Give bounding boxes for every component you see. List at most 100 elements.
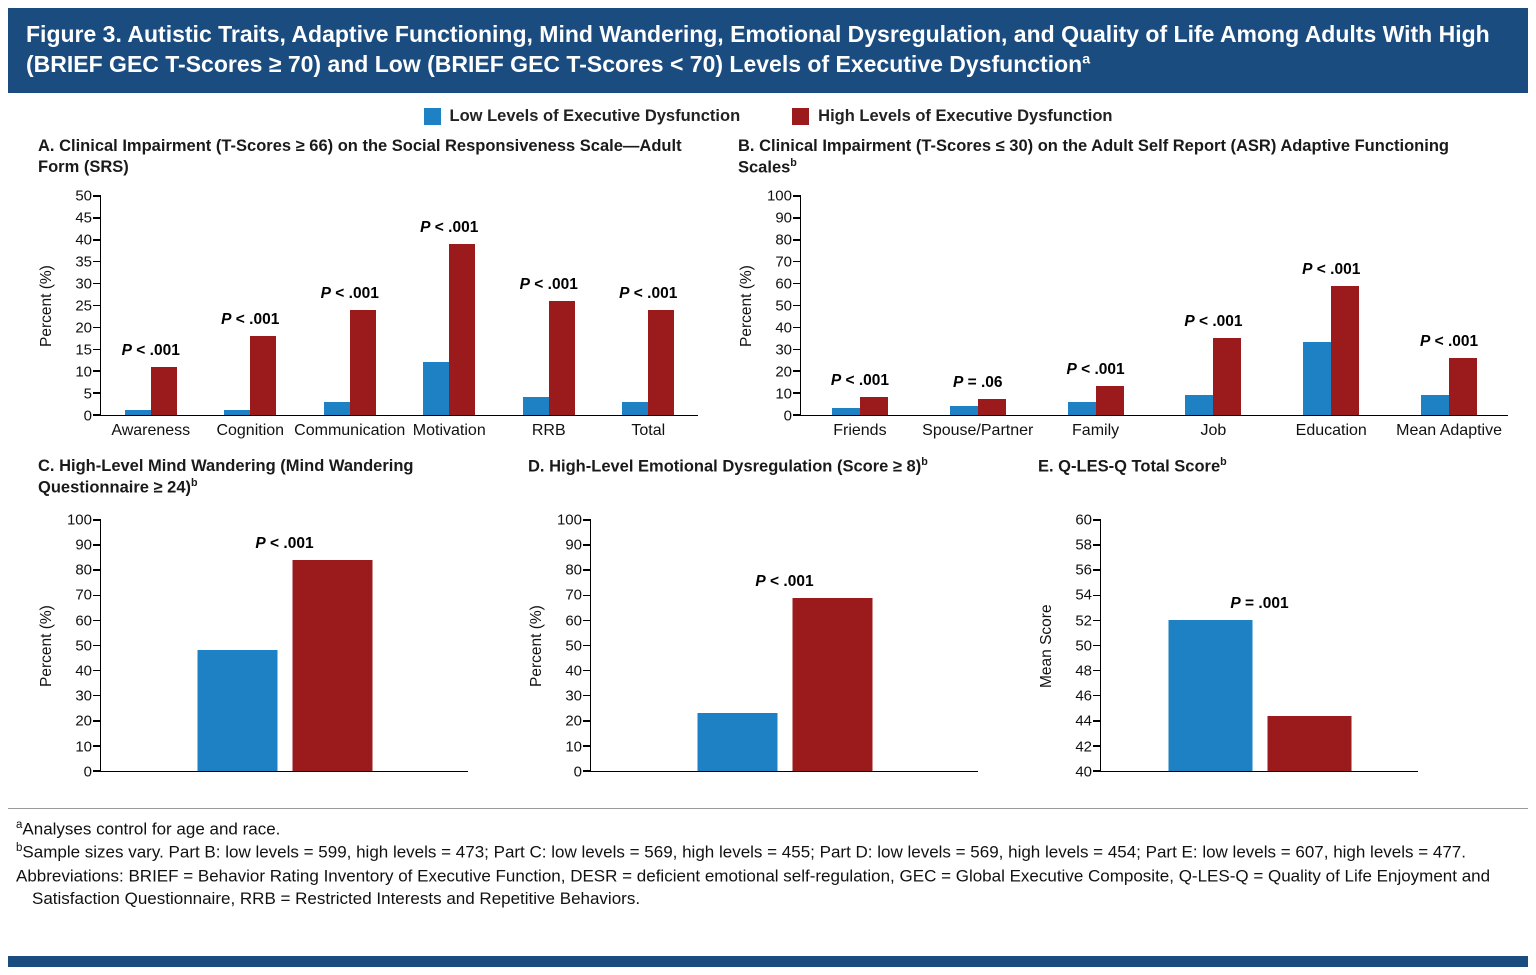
x-category-label: Job xyxy=(1200,421,1227,439)
legend-label-high: High Levels of Executive Dysfunction xyxy=(818,106,1113,125)
panel-d-title-text: D. High-Level Emotional Dysregulation (S… xyxy=(528,457,922,476)
y-tick-label: 48 xyxy=(1075,662,1092,680)
p-value-label: P < .001 xyxy=(255,534,314,552)
p-value-label: P < .001 xyxy=(755,572,814,590)
y-tick-label: 54 xyxy=(1075,586,1092,604)
p-value-label: P < .001 xyxy=(1419,332,1479,350)
y-tick-label: 10 xyxy=(775,385,792,403)
y-axis-tick-labels: 0 5 10 15 20 25 30 35 40 45 50 xyxy=(62,188,100,423)
p-value-label: P < .001 xyxy=(619,284,678,302)
bar-low xyxy=(423,362,450,415)
y-tick-mark xyxy=(93,770,101,772)
bar-group: P < .001 xyxy=(121,196,180,415)
p-value-label: P < .001 xyxy=(121,341,180,359)
footnote-a: aAnalyses control for age and race. xyxy=(16,818,1520,841)
x-category-label: Education xyxy=(1295,421,1367,439)
bar-group: P < .001 xyxy=(1419,196,1479,415)
y-tick-mark xyxy=(1093,519,1101,521)
charts-row-2: C. High-Level Mind Wandering (Mind Wande… xyxy=(8,456,1528,806)
y-tick-mark xyxy=(583,619,591,622)
bar-low xyxy=(224,410,251,415)
y-tick-mark xyxy=(1093,594,1101,597)
panel-e: E. Q-LES-Q Total Scoreb Mean Score 40 42 44 4… xyxy=(1038,456,1418,806)
y-tick-label: 20 xyxy=(75,712,92,730)
footnote-abbr-text: Abbreviations: BRIEF = Behavior Rating I… xyxy=(16,866,1491,908)
p-value-label: P < .001 xyxy=(1184,313,1243,331)
y-axis-label: Mean Score xyxy=(1038,603,1055,688)
y-tick-label: 44 xyxy=(1075,712,1092,730)
panel-c: C. High-Level Mind Wandering (Mind Wande… xyxy=(38,456,468,806)
panel-b: B. Clinical Impairment (T-Scores ≤ 30) o… xyxy=(738,136,1508,450)
footnote-b-sup: b xyxy=(16,842,23,855)
panel-b-title-text: B. Clinical Impairment (T-Scores ≤ 30) o… xyxy=(738,136,1449,177)
y-tick-label: 45 xyxy=(75,209,92,227)
panel-b-title: B. Clinical Impairment (T-Scores ≤ 30) o… xyxy=(738,136,1508,184)
y-tick-mark xyxy=(583,594,591,597)
y-axis-label: Percent (%) xyxy=(528,604,545,687)
y-tick-label: 20 xyxy=(565,712,582,730)
footnotes: aAnalyses control for age and race. bSam… xyxy=(8,807,1528,911)
y-tick-label: 15 xyxy=(75,341,92,359)
y-tick-label: 70 xyxy=(75,586,92,604)
p-value-label: P = .06 xyxy=(952,374,1003,392)
y-tick-mark xyxy=(1093,720,1101,722)
y-tick-mark xyxy=(793,239,801,241)
plot-area: P < .001 xyxy=(93,519,468,772)
bar-group: P = .001 xyxy=(1168,520,1351,771)
y-tick-mark xyxy=(793,304,801,307)
x-category-label: Family xyxy=(1072,421,1120,439)
bar-group: P < .001 xyxy=(221,196,279,415)
y-tick-mark xyxy=(93,694,101,697)
bar-high xyxy=(977,399,1006,415)
y-tick-label: 90 xyxy=(75,536,92,554)
y-tick-label: 46 xyxy=(1075,687,1092,705)
y-tick-label: 52 xyxy=(1075,612,1092,630)
bar-high xyxy=(150,366,177,415)
y-tick-mark xyxy=(93,519,101,521)
y-tick-label: 10 xyxy=(75,363,92,381)
footnote-a-text: Analyses control for age and race. xyxy=(22,819,281,839)
bar-high xyxy=(648,309,675,415)
y-tick-label: 40 xyxy=(1075,763,1092,781)
chart-e: Mean Score 40 42 44 46 48 50 52 54 56 58 60 P = .001 xyxy=(1038,512,1418,779)
bar-group: P < .001 xyxy=(420,196,478,415)
bar-high xyxy=(548,300,575,415)
panel-d-title-sup: b xyxy=(921,455,928,468)
x-category-label: Cognition xyxy=(216,421,285,439)
y-tick-label: 80 xyxy=(565,561,582,579)
y-tick-label: 25 xyxy=(75,297,92,315)
y-tick-label: 10 xyxy=(565,738,582,756)
y-tick-label: 50 xyxy=(1075,637,1092,655)
y-tick-label: 0 xyxy=(783,407,792,425)
bar-low xyxy=(1421,395,1450,415)
y-tick-label: 80 xyxy=(775,231,792,249)
bar-group: P < .001 xyxy=(197,520,372,771)
panel-c-title-sup: b xyxy=(191,476,198,489)
p-value-label: P < .001 xyxy=(830,372,889,390)
y-axis-label: Percent (%) xyxy=(738,264,755,347)
panel-a-title: A. Clinical Impairment (T-Scores ≥ 66) o… xyxy=(38,136,698,184)
x-category-label: Spouse/Partner xyxy=(922,421,1034,439)
panel-e-title-sup: b xyxy=(1220,455,1227,468)
bar-group: P < .001 xyxy=(697,520,872,771)
panel-e-title: E. Q-LES-Q Total Scoreb xyxy=(1038,456,1418,512)
y-tick-mark xyxy=(1093,644,1101,647)
y-tick-mark xyxy=(793,414,801,416)
y-tick-mark xyxy=(93,569,101,571)
y-tick-mark xyxy=(583,745,591,747)
bar-low xyxy=(197,650,277,771)
footnote-b-text: Sample sizes vary. Part B: low levels = … xyxy=(22,842,1466,862)
bar-group: P = .06 xyxy=(949,196,1006,415)
p-value-label: P < .001 xyxy=(320,284,379,302)
y-tick-mark xyxy=(583,544,591,546)
y-tick-mark xyxy=(93,720,101,722)
bar-high xyxy=(1095,386,1124,415)
x-category-label: Motivation xyxy=(412,421,486,439)
y-tick-mark xyxy=(1093,745,1101,747)
y-tick-label: 56 xyxy=(1075,561,1092,579)
y-tick-label: 58 xyxy=(1075,536,1092,554)
figure-title-bar: Figure 3. Autistic Traits, Adaptive Func… xyxy=(8,8,1528,93)
bar-high xyxy=(449,243,476,415)
bar-low xyxy=(622,401,649,415)
x-category-label: Friends xyxy=(833,421,887,439)
